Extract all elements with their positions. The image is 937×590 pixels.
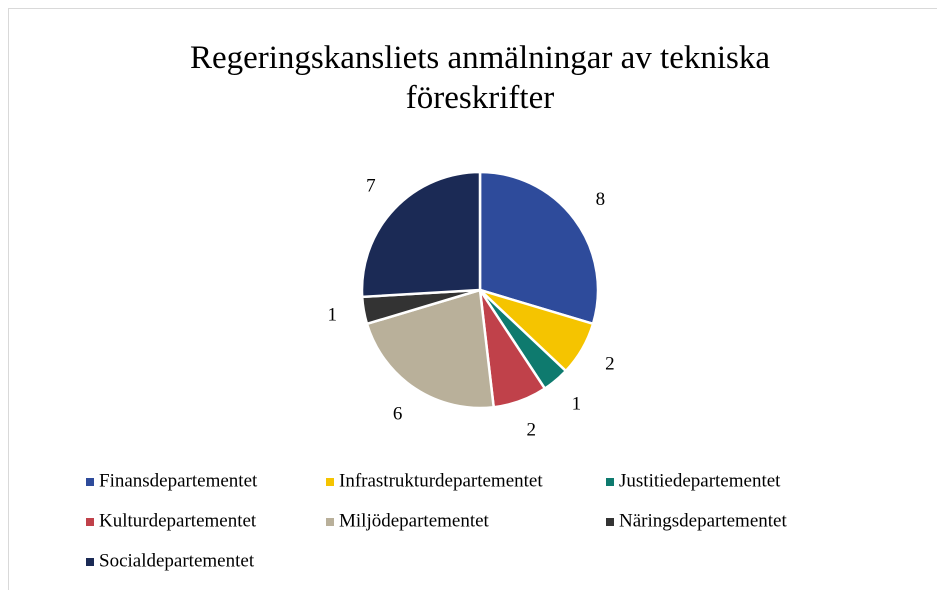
legend-label: Miljödepartementet	[339, 510, 490, 531]
legend-swatch	[326, 478, 334, 486]
pie-slice	[478, 170, 600, 326]
legend-swatch	[86, 518, 94, 526]
legend-label: Socialdepartementet	[99, 550, 255, 571]
data-label: 2	[605, 353, 615, 374]
chart-title: Regeringskansliets anmälningar av teknis…	[189, 40, 771, 116]
data-label: 1	[328, 304, 338, 325]
data-label: 7	[366, 175, 376, 196]
legend-label: Justitiedepartementet	[619, 470, 781, 491]
data-label: 8	[596, 189, 606, 210]
data-label: 2	[527, 419, 537, 440]
pie-slice	[360, 170, 482, 299]
legend-swatch	[606, 478, 614, 486]
legend-swatch	[86, 558, 94, 566]
legend-swatch	[86, 478, 94, 486]
legend-swatch	[606, 518, 614, 526]
chart-frame	[8, 8, 937, 590]
legend-label: Finansdepartementet	[99, 470, 258, 491]
legend-swatch	[326, 518, 334, 526]
data-label: 6	[393, 404, 403, 425]
legend-label: Infrastrukturdepartementet	[339, 470, 543, 491]
data-label: 1	[572, 393, 582, 414]
pie-slice	[365, 288, 496, 410]
legend-label: Kulturdepartementet	[99, 510, 257, 531]
legend-label: Näringsdepartementet	[619, 510, 787, 531]
